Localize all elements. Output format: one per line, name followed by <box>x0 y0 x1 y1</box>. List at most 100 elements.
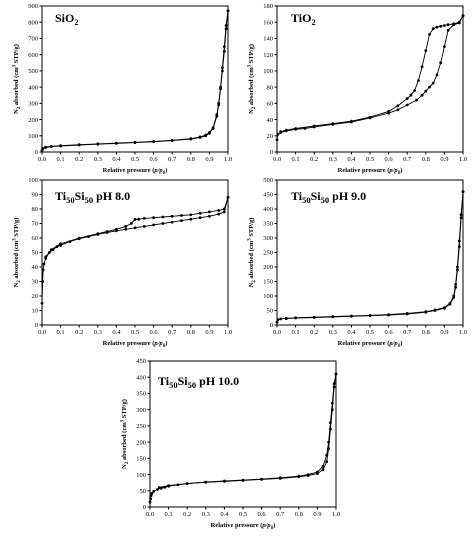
data-point <box>321 468 325 472</box>
data-point <box>185 482 189 485</box>
data-point <box>241 479 245 482</box>
x-tick-label: 1.0 <box>459 329 467 336</box>
data-point <box>431 81 435 85</box>
data-point <box>297 475 301 479</box>
data-point <box>461 14 465 18</box>
x-tick-label: 0.6 <box>385 156 394 163</box>
y-tick-label: 300 <box>263 235 273 242</box>
y-tick-label: 100 <box>263 68 273 75</box>
x-axis-title: Relative pressure (p/p0) <box>103 340 168 349</box>
data-point <box>157 486 161 489</box>
data-point <box>198 216 202 220</box>
data-point <box>180 219 183 223</box>
x-tick-label: 0.4 <box>112 156 121 163</box>
data-point <box>448 302 452 306</box>
x-tick-label: 0.8 <box>422 156 430 163</box>
data-point <box>221 69 224 73</box>
x-tick-label: 0.9 <box>440 329 448 336</box>
data-point <box>431 27 435 31</box>
y-tick-label: 100 <box>263 293 273 300</box>
y-tick-label: 40 <box>267 117 274 124</box>
data-point <box>439 61 443 65</box>
x-tick-label: 1.0 <box>224 329 232 336</box>
data-point <box>208 210 211 214</box>
data-point <box>275 138 279 142</box>
data-point <box>424 310 428 314</box>
data-point <box>325 460 329 463</box>
data-point <box>428 33 431 36</box>
panel-sio2: 0.0 0.1 0.2 0.3 0.4 0.5 0.6 0.7 0.8 0.9 1.0 0 100 200… <box>13 3 232 176</box>
data-point <box>424 49 428 52</box>
data-point <box>204 133 208 137</box>
y-tick-label: 150 <box>263 279 273 286</box>
y-tick-label: 450 <box>136 358 146 365</box>
data-point <box>208 131 211 134</box>
data-point <box>294 316 297 320</box>
data-point <box>148 500 152 504</box>
data-point <box>156 488 159 491</box>
data-point <box>279 130 283 134</box>
data-point <box>413 89 416 92</box>
data-point <box>189 217 193 221</box>
y-tick-label: 180 <box>263 3 273 10</box>
data-point <box>170 220 174 224</box>
data-point <box>368 115 372 119</box>
y-tick-label: 800 <box>28 19 38 26</box>
data-point <box>44 255 48 259</box>
y-axis-title: N2 absorbed (cm3 STP/g) <box>13 44 22 114</box>
series-adsorption-line <box>276 15 464 140</box>
data-point <box>316 472 319 475</box>
data-point <box>284 317 288 320</box>
data-point <box>417 79 420 82</box>
y-tick-label: 70 <box>32 221 39 228</box>
y-tick-label: 200 <box>263 264 273 271</box>
y-tick-label: 0 <box>270 149 273 156</box>
data-point <box>208 214 211 218</box>
x-tick-label: 0.9 <box>313 511 321 518</box>
data-point <box>459 216 463 220</box>
y-axis-title: N2 absorbed (cm3 STP/g) <box>13 218 22 288</box>
data-point <box>294 127 297 130</box>
data-point <box>133 218 137 221</box>
data-point <box>415 98 418 102</box>
y-tick-label: 400 <box>136 374 146 381</box>
x-tick-label: 0.5 <box>131 329 139 336</box>
y-tick-label: 10 <box>32 308 39 315</box>
x-tick-label: 0.2 <box>183 511 191 518</box>
x-tick-label: 0.4 <box>347 156 356 163</box>
series-desorption-line <box>159 373 337 488</box>
data-point <box>396 108 400 112</box>
data-point <box>446 28 450 32</box>
x-axis-title: Relative pressure (p/p0) <box>338 167 403 176</box>
data-point <box>443 24 446 27</box>
y-tick-label: 500 <box>263 177 273 184</box>
data-point <box>96 142 100 146</box>
data-point <box>435 73 439 77</box>
plot-frame <box>41 5 229 153</box>
x-tick-label: 0.3 <box>202 511 210 518</box>
data-point <box>149 494 153 497</box>
y-tick-label: 50 <box>140 488 147 495</box>
data-point <box>312 316 316 319</box>
x-tick-label: 0.6 <box>385 329 394 336</box>
y-tick-label: 30 <box>32 279 39 286</box>
data-point <box>420 65 424 69</box>
data-point <box>77 143 81 147</box>
data-point <box>409 93 413 97</box>
x-tick-label: 0.2 <box>310 329 318 336</box>
y-axis-title: N2 absorbed (cm3 STP/g) <box>121 399 130 469</box>
data-point <box>223 480 226 483</box>
data-point <box>224 27 228 31</box>
data-point <box>329 427 332 431</box>
x-tick-label: 0.7 <box>403 156 412 163</box>
data-point <box>222 210 226 214</box>
y-tick-label: 350 <box>136 391 146 398</box>
series-adsorption-line <box>276 191 464 323</box>
y-tick-label: 900 <box>28 3 38 10</box>
data-point <box>405 103 409 107</box>
data-point <box>152 140 156 143</box>
data-point <box>180 214 183 217</box>
data-point <box>276 318 280 322</box>
data-point <box>152 223 156 227</box>
x-tick-label: 0.8 <box>422 329 430 336</box>
